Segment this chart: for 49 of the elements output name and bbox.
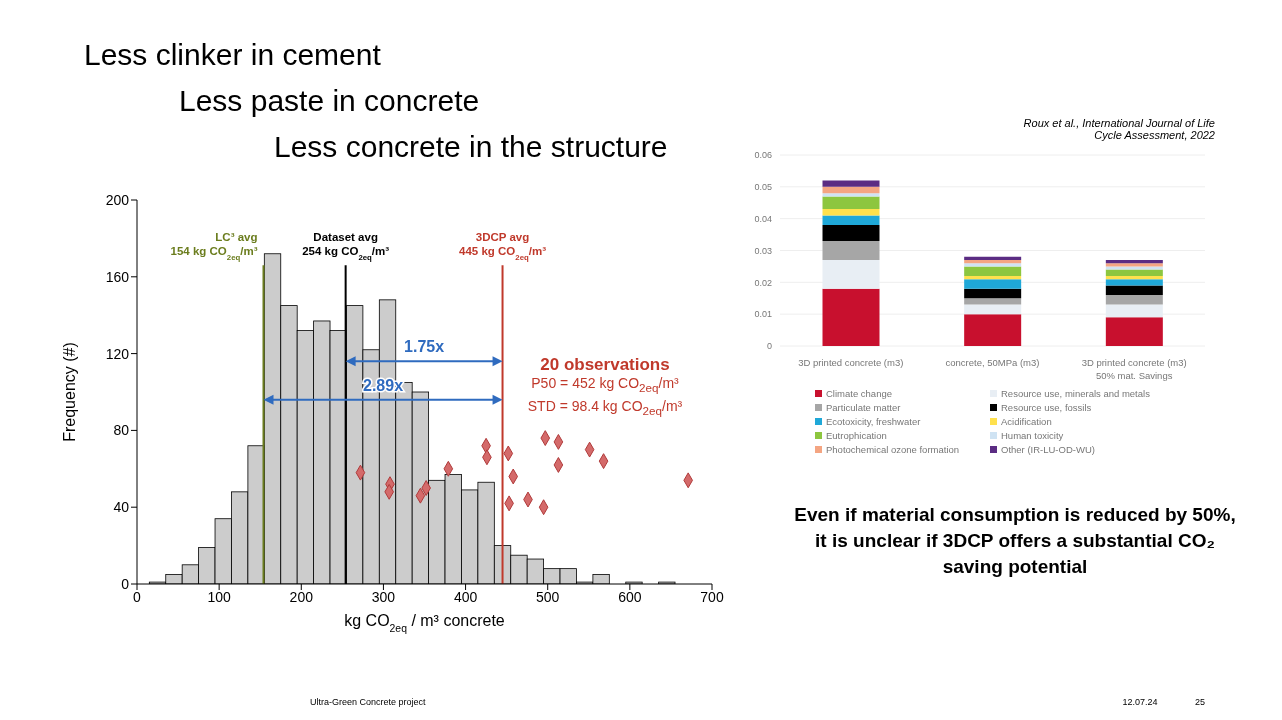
- x-tick-label: 400: [453, 588, 478, 605]
- legend-label: Other (IR-LU-OD-WU): [1000, 444, 1096, 455]
- annotation: P50 = 452 kg CO$_{2eq}$/m³: [530, 375, 680, 394]
- y-axis-title: Frequency (#): [60, 342, 78, 442]
- y-tick-label: 0.02: [754, 277, 772, 288]
- x-tick-label: 300: [371, 588, 396, 605]
- legend-label: Photochemical ozone formation: [825, 444, 961, 455]
- text: Even if material consumption is reduced by 50%, it is unclear if 3DCP offers a substantial CO₂ saving potential: [793, 503, 1237, 579]
- y-tick-label: 0.03: [754, 245, 772, 256]
- ref-line-label: LC³ avg 154 kg CO$_{2eq}$/m³: [170, 231, 258, 262]
- legend-label: Acidification: [1000, 416, 1053, 427]
- ref-line-label: 3DCP avg 445 kg CO$_{2eq}$/m³: [459, 231, 547, 262]
- legend-label: Resource use, minerals and metals: [1000, 388, 1151, 399]
- text: Ultra-Green Concrete project: [310, 697, 427, 707]
- annotation: 20 observations: [539, 355, 671, 375]
- x-tick-label: 500: [536, 588, 560, 605]
- x-tick-label: 100: [207, 588, 232, 605]
- y-tick-label: 0.04: [754, 213, 772, 224]
- y-tick-label: 0: [121, 575, 130, 592]
- y-tick-label: 0.05: [754, 182, 772, 193]
- y-tick-label: 0.01: [754, 309, 772, 320]
- annotation: 1.75x: [404, 338, 445, 356]
- x-tick-label: concrete, 50MPa (m3): [945, 357, 1040, 368]
- text: 12.07.24: [1121, 697, 1159, 707]
- y-tick-label: 40: [113, 499, 130, 516]
- legend-label: Eutrophication: [825, 430, 888, 441]
- y-tick-label: 80: [113, 422, 130, 439]
- x-tick-label: 200: [289, 588, 314, 605]
- legend-label: Particulate matter: [825, 402, 902, 413]
- text: Roux et al., International Journal of Life Cycle Assessment, 2022: [1022, 117, 1215, 141]
- x-tick-label: 3D printed concrete (m3) 50% mat. Savings: [1081, 357, 1187, 381]
- y-tick-label: 0.06: [754, 150, 772, 161]
- chart-title: Less clinker in cement Less paste in concrete Less concrete in the structure: [84, 38, 668, 164]
- ref-line-label: Dataset avg 254 kg CO$_{2eq}$/m³: [302, 231, 390, 262]
- x-tick-label: 700: [700, 588, 724, 605]
- text: 25: [1194, 697, 1206, 707]
- legend-label: Ecotoxicity, freshwater: [825, 416, 922, 427]
- annotation: STD = 98.4 kg CO$_{2eq}$/m³: [526, 398, 684, 417]
- legend-label: Human toxicity: [1000, 430, 1065, 441]
- legend-label: Resource use, fossils: [1000, 402, 1093, 413]
- x-tick-label: 0: [133, 588, 142, 605]
- y-tick-label: 160: [105, 268, 130, 285]
- x-tick-label: 600: [618, 588, 642, 605]
- x-axis-title: kg CO$_{2eq}$ / m³ concrete: [344, 612, 505, 634]
- y-tick-label: 120: [105, 345, 130, 362]
- y-tick-label: 0: [766, 341, 772, 352]
- legend-label: Climate change: [825, 388, 893, 399]
- y-tick-label: 200: [105, 191, 130, 208]
- x-tick-label: 3D printed concrete (m3): [798, 357, 904, 368]
